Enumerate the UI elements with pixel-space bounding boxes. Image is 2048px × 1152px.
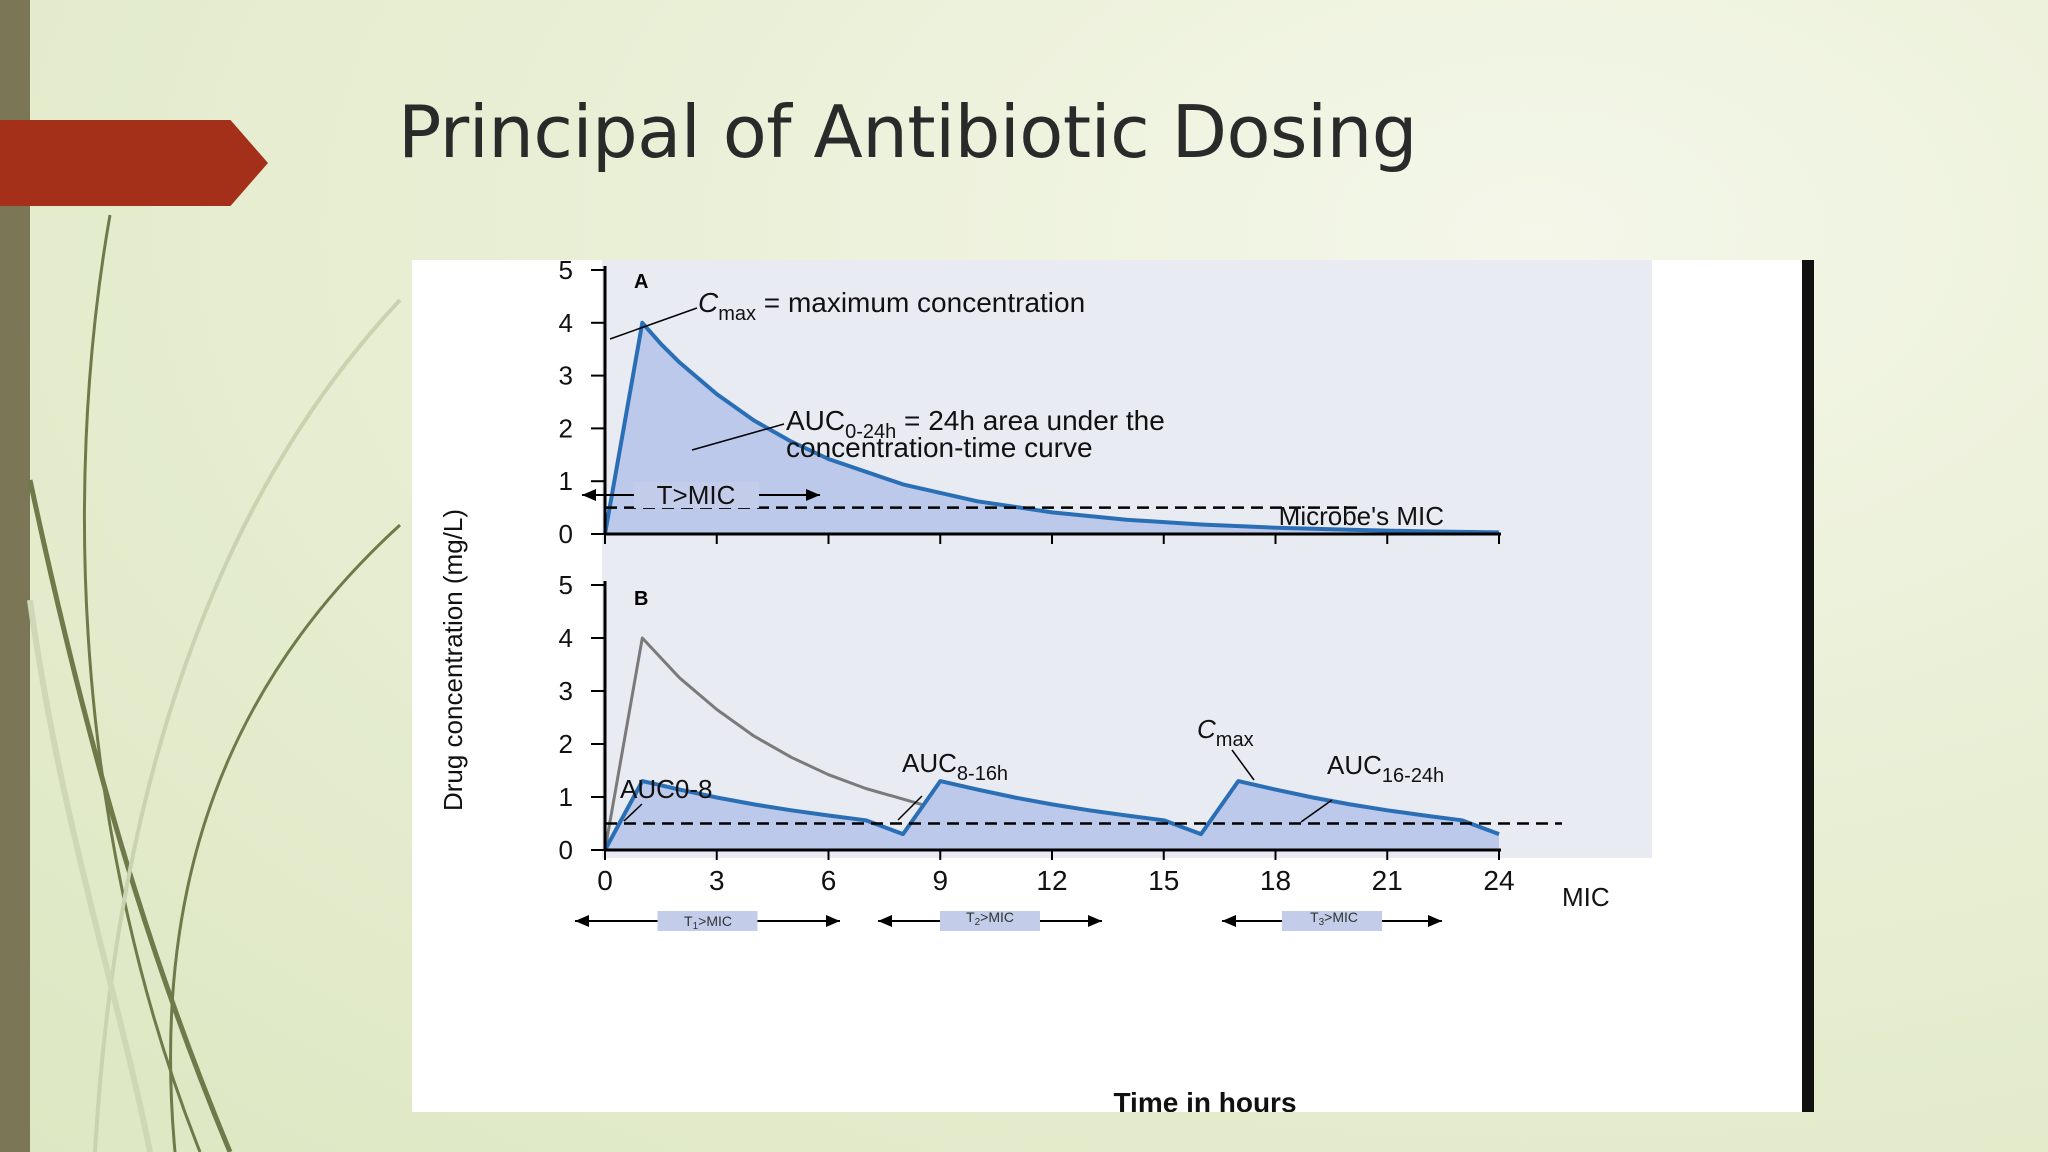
panel-b-area-fill	[605, 781, 1499, 850]
tmic-b-arrow-head-right-2	[1088, 915, 1102, 927]
panel-b-y-tick-label-5: 5	[559, 570, 573, 600]
panel-a-y-tick-label-5: 5	[559, 260, 573, 285]
panel-a-y-tick-label-2: 2	[559, 413, 573, 443]
tmic-a-label: T>MIC	[657, 480, 736, 510]
tmic-b-label-bg-2	[940, 911, 1040, 931]
panel-a-y-tick-label-0: 0	[559, 519, 573, 549]
panel-a-y-tick-label-1: 1	[559, 466, 573, 496]
cmax-b-pointer	[1231, 749, 1255, 781]
decorative-curves	[27, 214, 402, 1152]
panel-b-y-tick-label-4: 4	[559, 623, 573, 653]
cmax-b-annotation: Cmax	[1197, 714, 1254, 751]
slide-title: Principal of Antibiotic Dosing	[398, 90, 1417, 174]
tmic-b-arrow-head-right-1	[826, 915, 840, 927]
tmic-b-arrows	[575, 911, 1442, 931]
y-axis-label: Drug concentration (mg/L)	[438, 509, 468, 811]
auc-a-pointer	[691, 423, 785, 451]
auc2-b-annotation: AUC8-16h	[902, 748, 1008, 785]
panel-b-x-tick-label-24: 24	[1483, 865, 1514, 896]
panel-a-y-tick-label-4: 4	[559, 308, 573, 338]
auc1-b-annotation: AUC0-8	[620, 774, 712, 804]
panel-b-x-tick-label-21: 21	[1372, 865, 1403, 896]
auc2-b-pointer	[897, 795, 923, 821]
figure-right-edge	[1802, 260, 1814, 1112]
panel-a-series-line	[603, 320, 1500, 535]
tmic-b-arrow-head-right-3	[1428, 915, 1442, 927]
tmic-b-arrow-head-left-2	[878, 915, 892, 927]
t1-b-label: T1>MIC	[684, 913, 732, 932]
panel-b-x-tick-label-6: 6	[821, 865, 837, 896]
tmic-b-label-bg-3	[1282, 911, 1382, 931]
panel-b-y-tick-label-2: 2	[559, 729, 573, 759]
panel-b-x-tick-label-15: 15	[1148, 865, 1179, 896]
title-arrow-marker	[0, 120, 268, 206]
panel-b-series-line	[603, 779, 1500, 851]
auc-a-annotation: AUC0-24h = 24h area under the	[786, 405, 1165, 443]
mic-b-label: MIC	[1562, 882, 1610, 912]
panel-b-y-tick-label-0: 0	[559, 835, 573, 865]
auc3-b-annotation: AUC16-24h	[1327, 750, 1444, 787]
t3-b-label: T3>MIC	[1310, 909, 1358, 928]
tmic-b-arrow-head-left-1	[575, 915, 589, 927]
tmic-b-arrow-head-left-3	[1222, 915, 1236, 927]
cmax-a-annotation: Cmax = maximum concentration	[698, 287, 1085, 325]
t2-b-label: T2>MIC	[966, 909, 1014, 928]
panel-b-x-tick-label-3: 3	[709, 865, 725, 896]
panel-a: 0 1 2 3 4 5	[559, 260, 1501, 549]
panel-b-x-tick-label-0: 0	[597, 865, 613, 896]
panel-b-y-tick-label-1: 1	[559, 782, 573, 812]
panel-b-x-tick-label-9: 9	[932, 865, 948, 896]
auc3-b-pointer	[1300, 799, 1333, 823]
panel-a-y-tick-label-3: 3	[559, 361, 573, 391]
panel-b-x-tick-label-18: 18	[1260, 865, 1291, 896]
panel-a-area-fill	[605, 322, 1499, 534]
cmax-a-pointer	[609, 307, 698, 340]
x-axis-label: Time in hours	[1113, 1087, 1296, 1112]
tmic-b-label-bg-1	[657, 911, 758, 931]
panel-b-letter: B	[634, 588, 648, 610]
panel-b-reference-line	[603, 636, 923, 851]
auc1-b-pointer	[623, 803, 643, 822]
tmic-a-arrow	[582, 482, 820, 508]
mic-a-label: Microbe's MIC	[1279, 501, 1444, 531]
panel-a-letter: A	[634, 271, 648, 293]
panel-b-y-tick-label-3: 3	[559, 676, 573, 706]
auc-a-annotation-line2: concentration-time curve	[786, 432, 1093, 463]
panel-b-x-tick-label-12: 12	[1036, 865, 1067, 896]
